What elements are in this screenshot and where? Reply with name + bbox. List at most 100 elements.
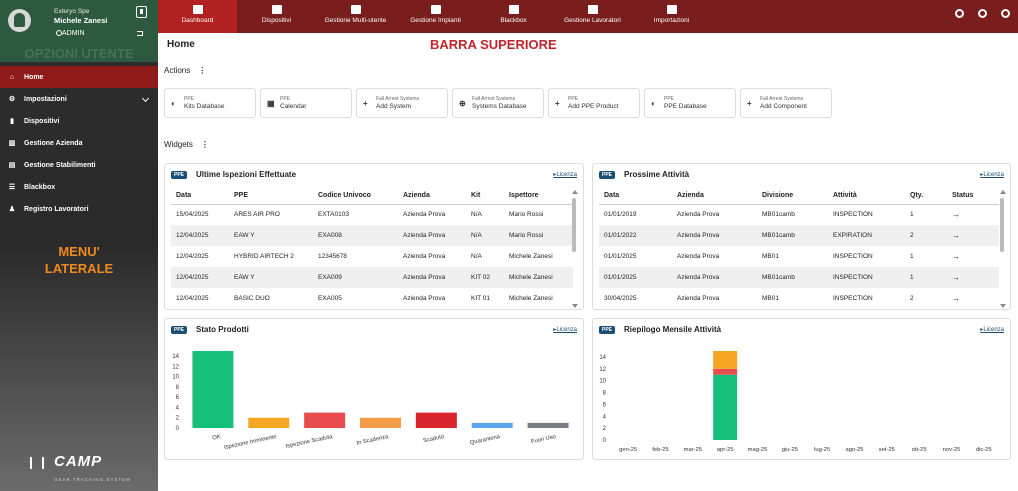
status-arrow-icon[interactable]: → [947,225,999,246]
status-arrow-icon[interactable]: → [952,210,960,220]
table-cell: MB01camb [757,225,828,246]
bar-Ispezione Imminente[interactable] [248,417,290,428]
table-cell: EXA009 [313,267,398,288]
column-header[interactable]: Azienda [398,188,466,205]
table-cell: INSPECTION [828,267,905,288]
column-header[interactable]: Status [947,188,999,205]
actions-menu-icon[interactable]: ⋮ [198,66,207,75]
license-link[interactable]: ▸Licenza [980,172,1004,178]
table-cell: Azienda Prova [398,267,466,288]
bar-apr-25[interactable] [713,368,738,375]
chevron-down-icon[interactable] [141,94,150,103]
action-add-system[interactable]: + Fall Arrest Systems Add System [356,88,448,118]
widgets-menu-icon[interactable]: ⋮ [200,140,209,149]
user-options-label: OPZIONI UTENTE [24,46,134,61]
bar-apr-25[interactable] [713,374,738,440]
actions-title: Actions [164,66,191,75]
list-icon [508,5,519,14]
status-arrow-icon[interactable]: → [947,267,999,288]
pin-icon[interactable] [136,6,147,18]
bar-Quarantena[interactable] [471,422,513,428]
logout-icon[interactable] [137,31,143,36]
bar-Ispezione Scaduta[interactable] [304,412,346,428]
tab-label: Gestione Lavoratori [564,17,621,24]
sidebar-item-gestione-stabilimenti[interactable]: ▤ Gestione Stabilimenti [0,154,158,176]
sidebar-item-gestione-azienda[interactable]: ▥ Gestione Azienda [0,132,158,154]
table-row[interactable]: 15/04/2025 ARES AIR PRO EXTA0103 Azienda Pr… [171,204,573,225]
column-header[interactable]: Codice Univoco [313,188,398,205]
sidebar-item-dispositivi[interactable]: ▮ Dispositivi [0,110,158,132]
table-row[interactable]: 01/01/2022 Azienda Prova MB01camb EXPIRATIO… [599,225,999,246]
action-kits-database[interactable]: ◐ PPE Kits Database [164,88,256,118]
action-add-ppe-product[interactable]: + PPE Add PPE Product [548,88,640,118]
license-link[interactable]: ▸Licenza [553,327,577,333]
bank-icon [430,5,441,14]
inspections-scrollbar[interactable] [571,190,578,308]
action-add-component[interactable]: + Fall Arrest Systems Add Component [740,88,832,118]
action-prefix: PPE [184,96,195,102]
tab-gestione-lavoratori[interactable]: Gestione Lavoratori [553,0,632,33]
bar-In Scadenza[interactable] [360,417,401,428]
table-row[interactable]: 12/04/2025 EAW Y EXA008 Azienda Prova N/A Mar… [171,225,573,246]
table-cell: 1 [910,253,914,260]
column-header[interactable]: Azienda [672,188,757,205]
table-cell: Azienda Prova [672,225,757,246]
tab-gestione-multi-utente[interactable]: Gestione Multi-utente [316,0,395,33]
document-icon [350,5,361,14]
y-tick-label: 6 [603,402,607,408]
help-icon[interactable] [978,9,987,18]
action-label: Systems Database [472,103,527,110]
table-row[interactable]: 01/01/2025 Azienda Prova MB01 INSPECTION 1 → [599,246,999,267]
sidebar-item-impostazioni[interactable]: ⚙ Impostazioni [0,88,158,110]
status-arrow-icon[interactable]: → [952,252,960,261]
bar-apr-25[interactable] [713,351,738,369]
table-cell: INSPECTION [833,295,873,302]
column-header[interactable]: Data [599,188,672,205]
table-cell: 12/04/2025 [176,295,209,302]
column-header[interactable]: Kit [466,188,504,205]
table-cell: HYBRID AIRTECH 2 [234,253,294,260]
status-arrow-icon[interactable]: → [952,294,960,303]
y-tick-label: 4 [176,405,180,411]
action-ppe-database[interactable]: ◐ PPE PPE Database [644,88,736,118]
activities-scrollbar[interactable] [999,190,1006,308]
column-header[interactable]: Divisione [757,188,828,205]
column-header[interactable]: Ispettore [504,188,573,205]
table-row[interactable]: 12/04/2025 HYBRID AIRTECH 2 12345678 Aziend… [171,246,573,267]
bar-Scaduto[interactable] [415,412,457,428]
y-tick-label: 12 [172,364,179,370]
column-header[interactable]: Attività [828,188,905,205]
table-row[interactable]: 30/04/2025 Azienda Prova MB01 INSPECTION 2 → [599,288,999,309]
tab-dispositivi[interactable]: Dispositivi [237,0,316,33]
column-header[interactable]: Data [171,188,229,205]
actions-row: ◐ PPE Kits Database ▦ PPE Calendar + Fall Arres… [164,88,832,118]
table-cell: BASIC DUO [234,295,270,302]
tab-blackbox[interactable]: Blackbox [474,0,553,33]
action-prefix: Fall Arrest Systems [376,96,420,102]
table-row[interactable]: 12/04/2025 BASIC DUO EXA005 Azienda Prova KI… [171,288,573,309]
table-row[interactable]: 01/01/2019 Azienda Prova MB01camb INSPECTIO… [599,204,999,225]
table-cell: EAW Y [229,225,313,246]
avatar[interactable] [8,9,31,32]
sidebar-item-blackbox[interactable]: ☰ Blackbox [0,176,158,198]
chat-icon[interactable] [1001,9,1010,18]
license-link[interactable]: ▸Licenza [980,327,1004,333]
bar-OK[interactable] [192,351,234,428]
column-header[interactable]: PPE [229,188,313,205]
sidebar-item-registro-lavoratori[interactable]: ♟ Registro Lavoratori [0,198,158,220]
sidebar-item-home[interactable]: ⌂ Home [0,66,158,88]
license-link[interactable]: ▸Licenza [553,172,577,178]
tab-gestione-impianti[interactable]: Gestione Impianti [396,0,475,33]
tab-importazioni[interactable]: Importazioni [632,0,711,33]
column-header[interactable]: Qty. [905,188,947,205]
action-calendar[interactable]: ▦ PPE Calendar [260,88,352,118]
settings-icon[interactable] [955,9,964,18]
action-systems-database[interactable]: ⊕ Fall Arrest Systems Systems Database [452,88,544,118]
tab-dashboard[interactable]: Dashboard [158,0,237,33]
table-row[interactable]: 01/01/2025 Azienda Prova MB01camb INSPECTIO… [599,267,999,288]
x-tick-label: OK [212,434,222,442]
bar-Fuori Uso[interactable] [527,422,569,428]
table-row[interactable]: 12/04/2025 EAW Y EXA009 Azienda Prova KIT 02… [171,267,573,288]
table-cell: 01/01/2022 [599,225,672,246]
list-icon: ☰ [8,183,16,191]
